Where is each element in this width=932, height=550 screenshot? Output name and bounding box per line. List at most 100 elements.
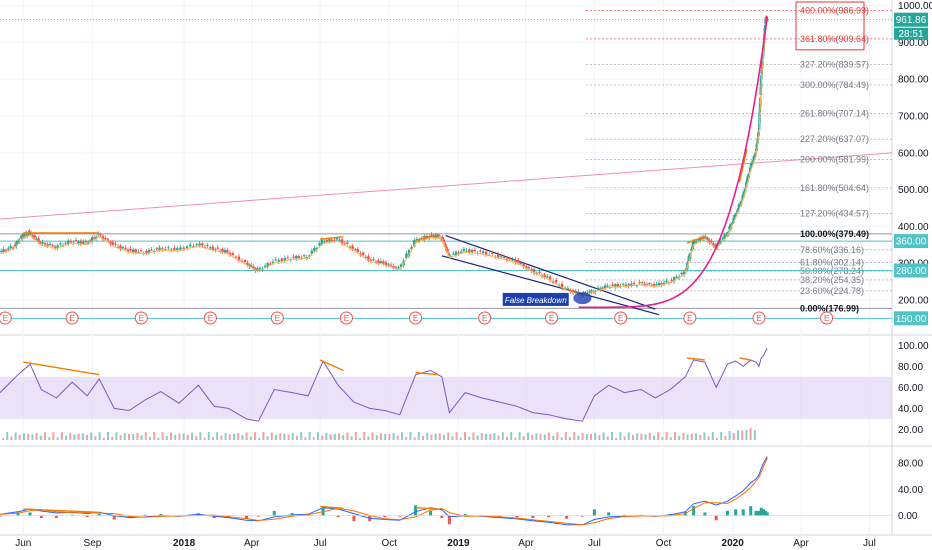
candle-body xyxy=(657,282,661,286)
volume-bar xyxy=(144,432,147,440)
candle-body xyxy=(675,276,678,278)
volume-bar xyxy=(581,432,584,440)
candle-body xyxy=(119,245,122,249)
volume-bar xyxy=(333,433,336,440)
fib-level-label: 127.20%(434.57) xyxy=(800,209,869,219)
x-tick-label: Apr xyxy=(518,538,534,549)
macd-histogram-bar xyxy=(764,510,768,516)
candle-body xyxy=(330,239,334,241)
candle-body xyxy=(725,234,728,236)
candle-body xyxy=(46,244,49,246)
candle-body xyxy=(237,256,241,261)
candle-body xyxy=(346,242,349,244)
fib-level-label: 261.80%(707.14) xyxy=(800,108,869,118)
candle-body xyxy=(731,222,734,224)
volume-bar xyxy=(707,436,710,440)
rsi-divergence-line xyxy=(23,361,100,376)
fib-level-label: 100.00%(379.49) xyxy=(800,229,869,239)
volume-bar xyxy=(695,433,697,440)
grid-lines xyxy=(0,0,932,536)
candle-body xyxy=(48,244,52,246)
volume-bar xyxy=(115,432,118,440)
candle-body xyxy=(497,254,500,258)
candle-body xyxy=(356,248,360,252)
candle-body xyxy=(387,264,390,266)
volume-bar xyxy=(569,437,571,440)
volume-bar xyxy=(157,437,160,440)
candle-body xyxy=(590,290,593,292)
price-level-badge-label: 360.00 xyxy=(896,237,927,248)
volume-bar xyxy=(191,432,193,440)
x-tick-label: Jun xyxy=(15,538,31,549)
candle-body xyxy=(246,262,249,266)
volume-bar xyxy=(123,433,126,440)
fib-level-label: 300.00%(784.49) xyxy=(800,80,869,90)
volume-bar xyxy=(728,430,731,440)
earnings-marker-label: E xyxy=(482,314,487,323)
fib-level-label: 200.00%(581.99) xyxy=(800,154,869,164)
countdown-label: 28:51 xyxy=(898,29,923,40)
candle-body xyxy=(648,283,651,285)
candle-body xyxy=(82,241,85,244)
candle-body xyxy=(508,258,512,260)
price-y-tick-label: 800.00 xyxy=(898,75,929,86)
candle-body xyxy=(447,253,450,256)
volume-bar xyxy=(661,437,664,440)
macd-histogram-bar xyxy=(547,515,551,518)
volume-bar xyxy=(535,433,538,440)
candle-body xyxy=(84,241,88,243)
candle-body xyxy=(231,253,235,255)
rsi-line xyxy=(0,348,768,422)
x-tick-label: Jul xyxy=(863,538,876,549)
candle-body xyxy=(599,288,602,291)
last-price-badge xyxy=(894,12,928,27)
candle-body xyxy=(90,237,94,242)
candle-body xyxy=(601,287,604,289)
volume-bar xyxy=(678,435,681,440)
candle-body xyxy=(655,284,658,286)
candle-body xyxy=(505,258,509,261)
macd-pane xyxy=(0,456,892,526)
macd-histogram-bar xyxy=(16,512,20,516)
macd-histogram-bar xyxy=(734,509,738,516)
volume-bar xyxy=(98,432,101,440)
candle-body xyxy=(318,243,321,246)
candle-body xyxy=(280,258,284,261)
volume-bar xyxy=(153,432,156,440)
macd-histogram-bar xyxy=(714,515,718,521)
volume-bar xyxy=(207,432,210,440)
candle-body xyxy=(372,259,375,261)
candle-body xyxy=(137,251,140,253)
false-breakdown-label-bg xyxy=(502,292,569,306)
volume-bar xyxy=(468,436,471,440)
macd-histogram-bar xyxy=(725,510,729,516)
volume-bar xyxy=(300,432,303,440)
candle-body xyxy=(691,241,695,250)
candle-body xyxy=(706,237,709,241)
candle-body xyxy=(211,246,215,250)
rsi-y-tick-label: 100.00 xyxy=(898,341,929,352)
earnings-marker xyxy=(134,311,148,325)
candle-body xyxy=(470,250,474,253)
candle-body xyxy=(335,238,339,240)
earnings-marker xyxy=(65,311,79,325)
volume-bar xyxy=(283,433,286,440)
candle-body xyxy=(660,283,663,285)
candle-body xyxy=(745,181,748,188)
parabolic-curve xyxy=(578,16,769,309)
volume-bar xyxy=(506,436,508,440)
rsi-y-tick-label: 20.00 xyxy=(898,425,923,436)
candle-body xyxy=(134,249,138,253)
candle-body xyxy=(248,264,251,267)
candle-body xyxy=(271,261,275,264)
candle-body xyxy=(499,256,503,258)
price-y-tick-label: 200.00 xyxy=(898,295,929,306)
volume-bar xyxy=(590,433,592,440)
volume-bar xyxy=(270,432,273,440)
volume-bar xyxy=(220,435,223,440)
candle-body xyxy=(662,282,666,284)
volume-bar xyxy=(149,436,151,440)
volume-bar xyxy=(514,437,517,440)
volume-bar xyxy=(90,432,93,440)
